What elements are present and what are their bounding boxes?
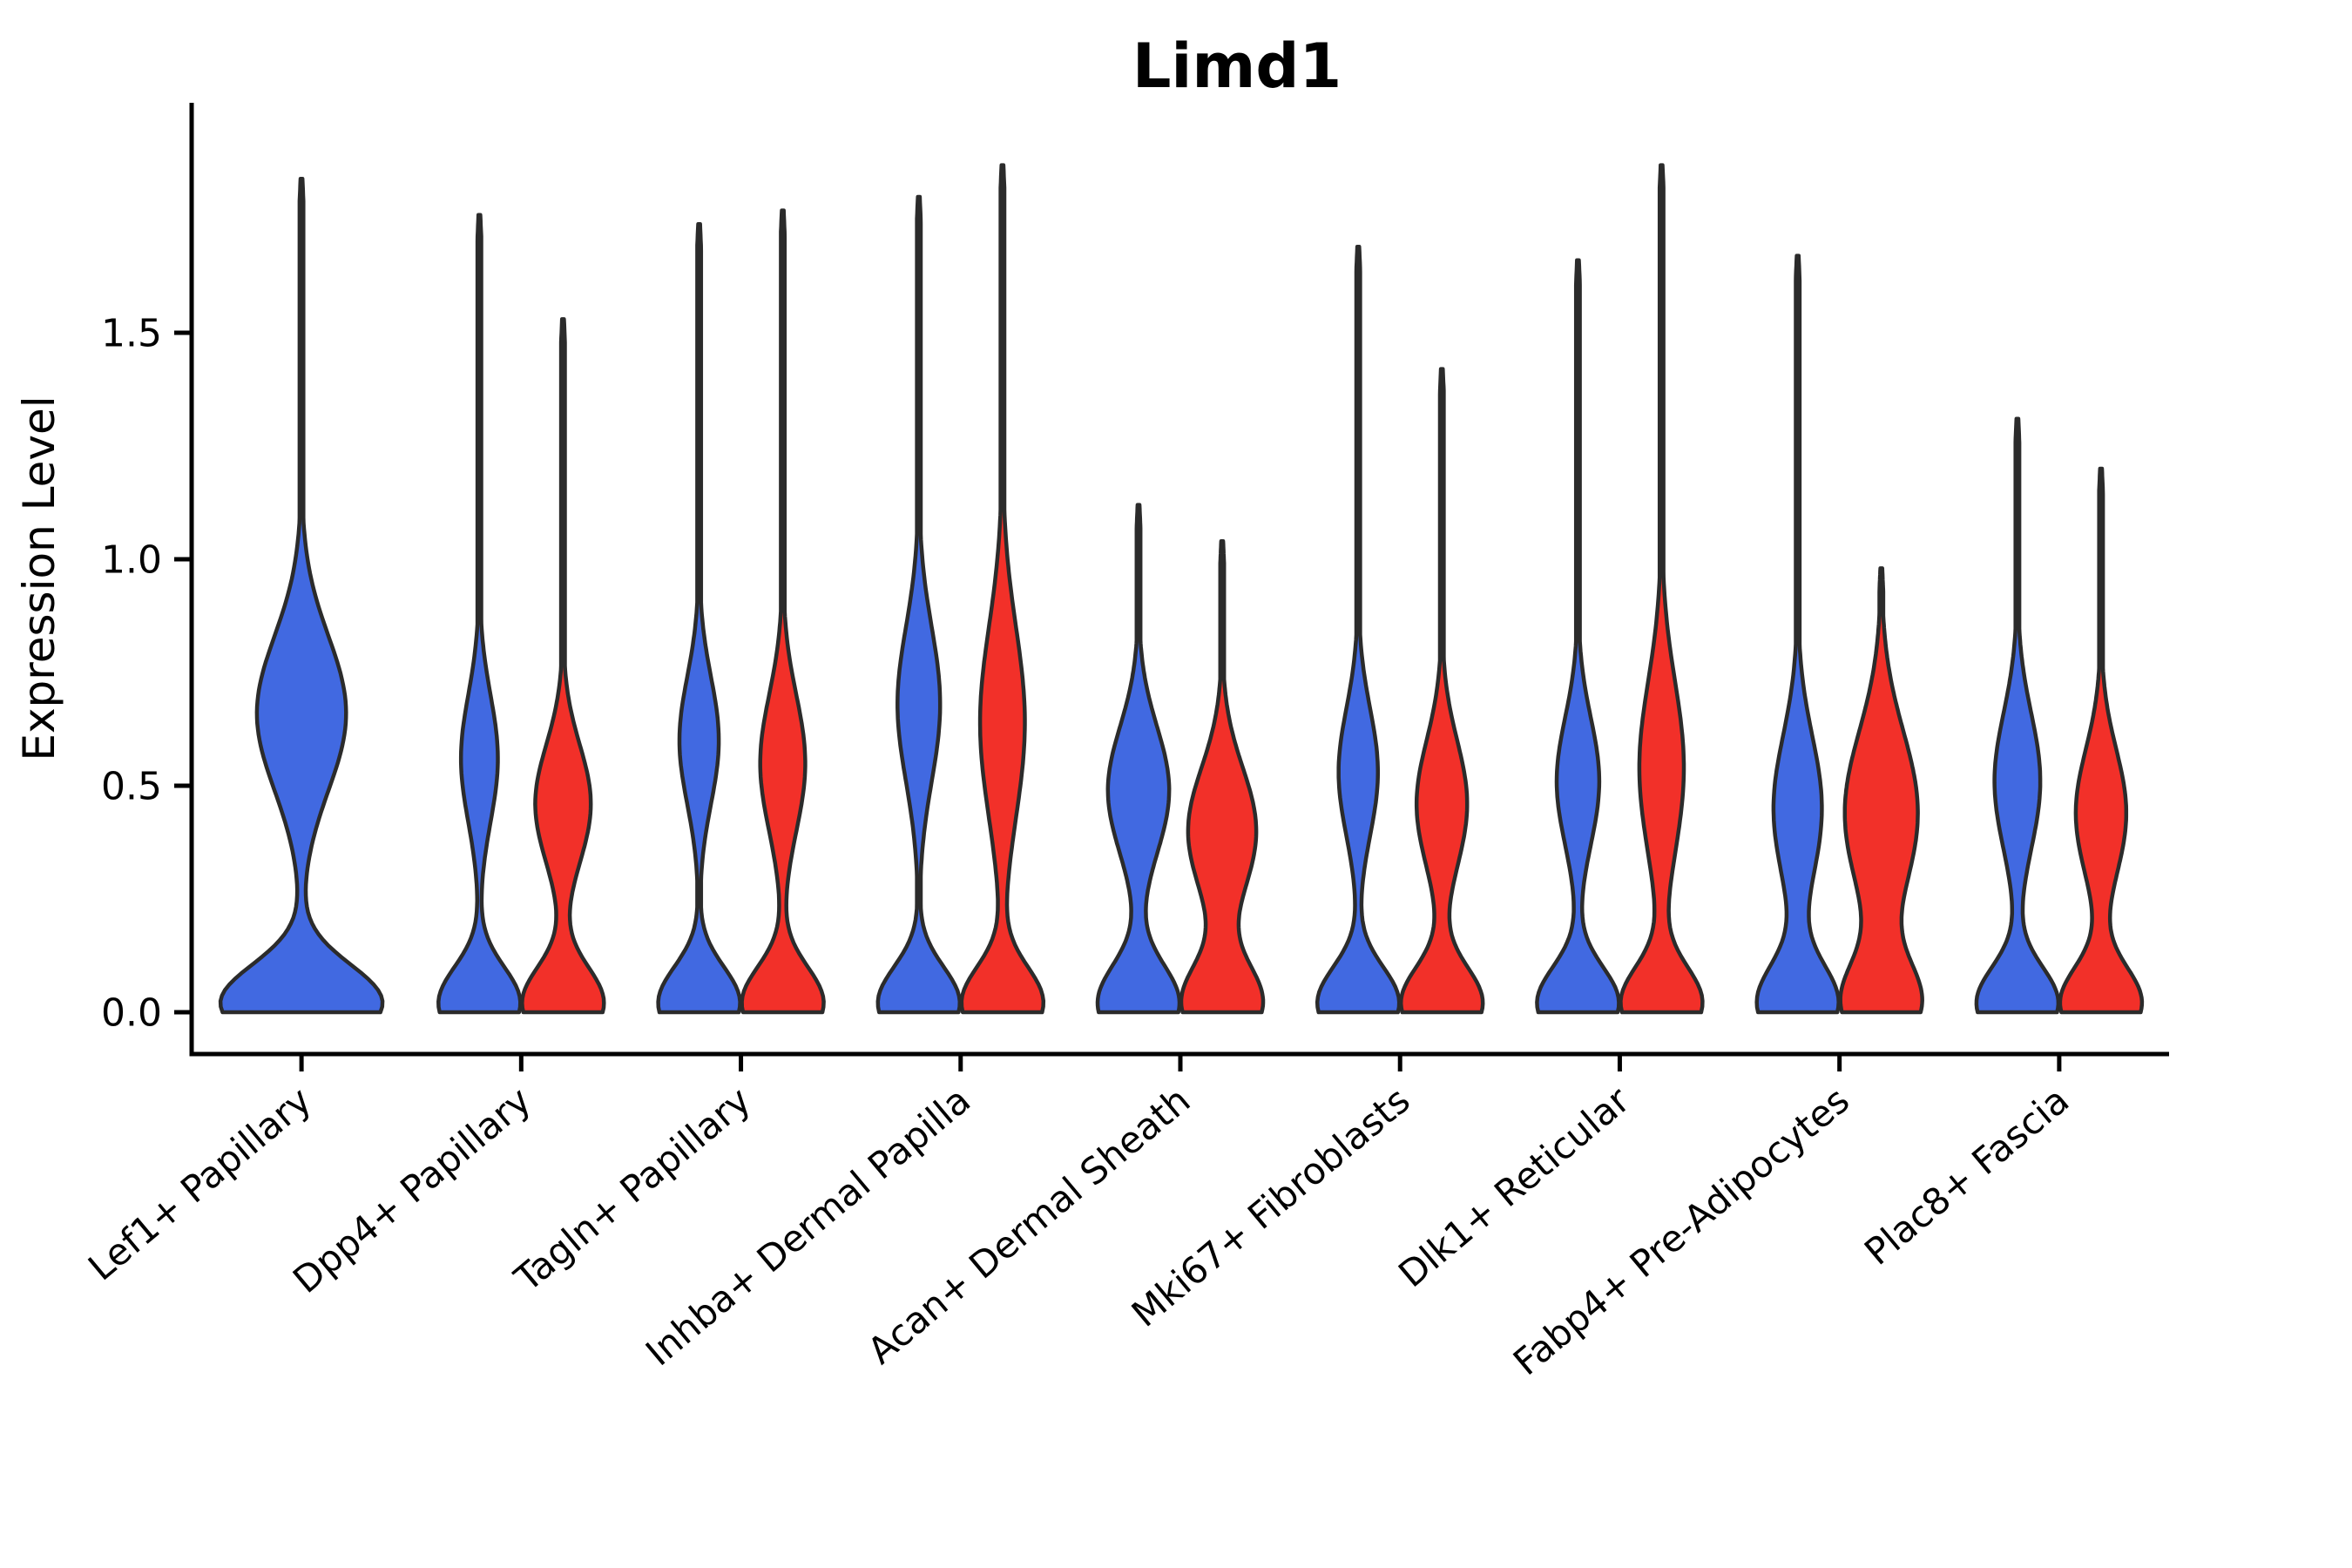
violin-plac8-fascia-red (2058, 466, 2145, 1015)
violin-acan-dermal-sheath-blue (1095, 503, 1182, 1015)
x-tick-label: Dpp4+ Papillary (285, 1078, 539, 1301)
y-tick-label: 0.0 (101, 990, 162, 1035)
violin-tagln-papillary-red (740, 208, 826, 1015)
violin-dpp4-papillary-blue (436, 213, 523, 1015)
violin-inhba-dermal-papilla-red (959, 163, 1046, 1015)
violin-tagln-papillary-blue (656, 221, 742, 1015)
violin-plac8-fascia-blue (1974, 416, 2061, 1015)
x-tick-label: Tagln+ Papillary (506, 1078, 759, 1301)
y-tick-label: 0.5 (101, 764, 162, 808)
violin-dlk1-reticular-red (1619, 163, 1705, 1015)
chart-title: Limd1 (1132, 30, 1342, 102)
y-tick-label: 1.5 (101, 311, 162, 355)
violin-inhba-dermal-papilla-blue (875, 194, 963, 1015)
x-tick-label: Dlk1+ Reticular (1390, 1078, 1638, 1296)
y-axis-label: Expression Level (14, 395, 64, 760)
x-tick-label: Lef1+ Papillary (80, 1078, 320, 1288)
violin-acan-dermal-sheath-red (1179, 538, 1266, 1015)
violin-fabp4-pre-adipocytes-red (1838, 566, 1924, 1015)
violin-dpp4-papillary-red (520, 317, 606, 1015)
x-tick-label: Plac8+ Fascia (1856, 1078, 2077, 1274)
violin-mki67-fibroblasts-blue (1315, 244, 1402, 1015)
violin-mki67-fibroblasts-red (1398, 367, 1485, 1015)
violin-dlk1-reticular-blue (1535, 258, 1621, 1015)
violins-layer (218, 163, 2145, 1015)
y-tick-label: 1.0 (101, 537, 162, 582)
violin-fabp4-pre-adipocytes-blue (1754, 253, 1841, 1015)
violin-lef1-papillary-blue (218, 176, 385, 1015)
